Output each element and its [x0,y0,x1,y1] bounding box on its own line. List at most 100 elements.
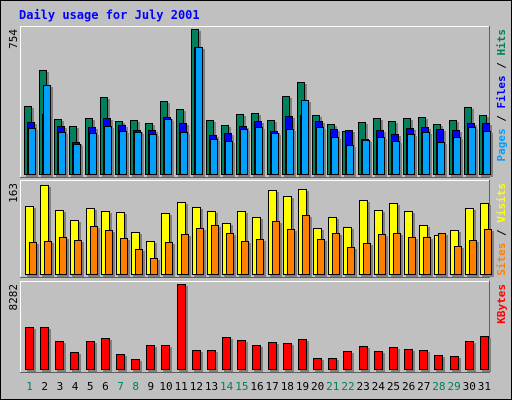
bar-pages-day-9 [149,134,159,177]
panel-visits-axis-label-part: Sites [495,243,508,276]
bar-pages-day-31 [483,131,493,177]
x-tick-label-day-5: 5 [87,380,94,393]
bar-pages-day-31-face [483,131,491,175]
bar-pages-day-17 [271,133,281,177]
bar-sites-day-28 [438,233,448,277]
series-sites [29,215,494,277]
bar-sites-day-10-face [165,242,173,275]
bar-kbytes-day-21-face [328,358,337,370]
bar-kbytes-day-9-face [146,345,155,370]
bar-kbytes-day-7-face [116,354,125,370]
bar-pages-day-16 [255,127,265,177]
bar-kbytes-day-11-face [177,284,186,370]
bar-sites-day-18 [287,229,297,277]
bar-pages-day-13 [210,139,220,177]
bar-kbytes-day-25 [389,347,400,372]
bar-pages-day-7 [119,131,129,177]
bar-pages-day-26 [407,134,417,177]
panel-hits-max-label: 754 [7,29,20,49]
bar-kbytes-day-16 [252,345,263,372]
bar-kbytes-day-23-face [359,346,368,370]
bar-sites-day-29 [454,246,464,277]
panel-kbytes-max-label: 8282 [7,284,20,311]
bar-pages-day-27 [422,132,432,177]
bar-pages-day-9-face [149,134,157,175]
bar-kbytes-day-6 [101,338,112,372]
panel-kbytes-axis-label-part: KBytes [495,284,508,324]
bar-sites-day-3 [59,237,69,277]
bar-sites-day-2-face [44,241,52,275]
bar-kbytes-day-7 [116,354,127,372]
bar-kbytes-day-29-face [450,356,459,370]
panel-kbytes-axis-label: KBytes [495,284,508,324]
bar-sites-day-4-face [74,240,82,275]
bar-pages-day-16-face [255,127,263,175]
x-tick-label-day-17: 17 [266,380,279,393]
bar-kbytes-day-22-face [343,351,352,370]
bar-sites-day-25-face [393,233,401,275]
bar-pages-day-4 [73,144,83,177]
bar-sites-day-3-face [59,237,67,275]
bar-kbytes-day-14 [222,337,233,372]
bar-sites-day-13-face [211,225,219,275]
bar-sites-day-10 [165,242,175,277]
x-tick-label-day-18: 18 [281,380,294,393]
x-tick-label-day-26: 26 [402,380,415,393]
bar-kbytes-day-18 [283,343,294,372]
panel-kbytes: 8282 KBytes [7,281,508,373]
x-tick-label-day-8: 8 [132,380,139,393]
bar-pages-day-4-face [73,144,81,175]
bar-pages-day-14 [225,141,235,177]
bar-kbytes-day-13-face [207,350,216,370]
bar-sites-day-14-face [226,233,234,275]
bar-kbytes-day-5 [86,341,97,372]
bar-kbytes-day-17-face [268,342,277,370]
bar-pages-day-26-face [407,134,415,175]
bar-sites-day-14 [226,233,236,277]
bar-pages-day-22 [346,145,356,177]
bar-pages-day-8 [134,132,144,177]
bar-kbytes-day-30 [465,341,476,372]
bar-sites-day-26-face [408,237,416,275]
bar-sites-day-21 [332,233,342,277]
panel-hits-axis-label-part: / [495,109,508,129]
bar-kbytes-day-4-face [70,352,79,370]
panel-visits-max-label: 163 [7,183,20,203]
x-tick-label-day-9: 9 [148,380,155,393]
x-tick-label-day-29: 29 [447,380,460,393]
bar-sites-day-1-face [29,242,37,275]
bar-sites-day-6-face [105,230,113,275]
bar-kbytes-day-15-face [237,340,246,370]
bar-kbytes-day-4 [70,352,81,372]
bar-sites-day-20-face [317,239,325,275]
bar-sites-day-11-face [181,234,189,275]
bar-kbytes-day-25-face [389,347,398,370]
panel-hits: 754 Pages / Files / Hits [7,26,508,178]
bar-pages-day-20 [316,127,326,177]
bar-pages-day-30 [468,127,478,177]
bar-pages-day-15-face [240,129,248,175]
bar-sites-day-29-face [454,246,462,275]
bar-kbytes-day-15 [237,340,248,372]
x-tick-label-day-1: 1 [26,380,33,393]
bar-kbytes-day-11 [177,284,188,372]
bar-pages-day-24-face [377,137,385,175]
bar-sites-day-17 [272,221,282,277]
bar-pages-day-19 [301,100,311,177]
bar-kbytes-day-24 [374,351,385,372]
bar-sites-day-12 [196,228,206,277]
bar-pages-day-14-face [225,141,233,175]
panel-visits-axis-label-part: / [495,223,508,243]
bar-pages-day-22-face [346,145,354,175]
bar-sites-day-28-face [438,233,446,275]
bar-pages-day-30-face [468,127,476,175]
bar-sites-day-31 [484,229,494,277]
bar-pages-day-28-face [437,142,445,175]
bar-sites-day-7 [120,238,130,277]
bar-pages-day-3 [58,132,68,177]
bar-pages-day-23-face [362,140,370,175]
x-tick-label-day-6: 6 [102,380,109,393]
x-tick-label-day-22: 22 [341,380,354,393]
x-tick-label-day-4: 4 [72,380,79,393]
